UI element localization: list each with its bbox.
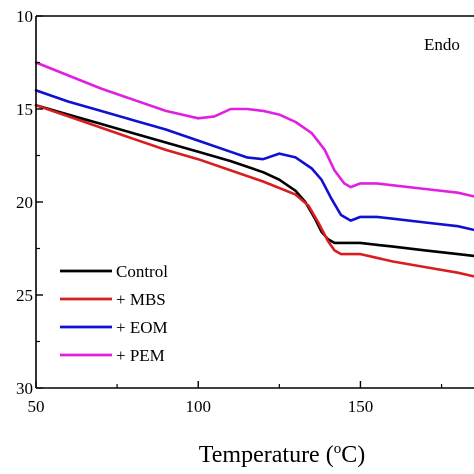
y-tick-label-0: 10 [16, 7, 33, 26]
series-line-2 [34, 89, 474, 232]
legend-label-0: Control [116, 262, 168, 281]
annotation-endo: Endo [424, 35, 460, 54]
y-tick-label-1: 15 [16, 100, 33, 119]
y-tick-label-2: 20 [16, 193, 33, 212]
y-tick-label-4: 30 [16, 379, 33, 398]
y-tick-label-3: 25 [16, 286, 33, 305]
x-axis-title: Temperature (oC) [199, 441, 365, 468]
legend: Control + MBS + EOM + PEM [60, 262, 168, 365]
x-tick-label-0: 50 [28, 397, 45, 416]
x-axis-title-sup: o [334, 441, 342, 457]
series-line-1 [34, 104, 474, 278]
legend-label-2: + EOM [116, 318, 168, 337]
x-tick-label-2: 150 [348, 397, 374, 416]
series-line-3 [34, 61, 474, 198]
x-axis-title-main: Temperature ( [199, 442, 334, 468]
series-layer [34, 61, 474, 278]
legend-label-1: + MBS [116, 290, 166, 309]
x-tick-label-1: 100 [185, 397, 211, 416]
legend-label-3: + PEM [116, 346, 165, 365]
x-axis-title-end: C) [341, 442, 365, 468]
